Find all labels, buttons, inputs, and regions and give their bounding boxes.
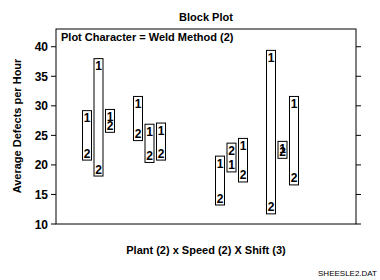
plot-frame	[56, 29, 356, 224]
plot-character: 1	[135, 97, 142, 111]
plot-character: 2	[95, 163, 102, 177]
y-tick	[51, 76, 56, 77]
y-tick-right	[356, 105, 361, 106]
y-tick-label: 15	[35, 188, 49, 202]
y-axis-label: Average Defects per Hour	[11, 58, 23, 193]
block	[157, 123, 166, 160]
y-tick-label: 35	[35, 70, 49, 84]
plot-character: 1	[268, 51, 275, 65]
y-tick	[51, 46, 56, 47]
background	[0, 0, 380, 280]
block	[239, 138, 248, 182]
y-tick-label: 30	[35, 99, 49, 113]
plot-character: 2	[240, 168, 247, 182]
plot-character: 1	[240, 139, 247, 153]
source-note: SHEESLE2.DAT	[318, 269, 377, 278]
plot-character: 2	[217, 192, 224, 206]
y-tick	[51, 105, 56, 106]
block	[278, 141, 287, 158]
plot-character: 2	[146, 149, 153, 163]
block	[134, 96, 143, 140]
y-tick	[51, 135, 56, 136]
plot-character: 2	[84, 147, 91, 161]
y-tick	[51, 194, 56, 195]
plot-character: 1	[228, 158, 235, 172]
plot-character: 2	[268, 200, 275, 214]
block	[267, 50, 276, 214]
annotation: Plot Character = Weld Method (2)	[61, 31, 234, 43]
y-tick-right	[356, 224, 361, 225]
y-tick-right	[356, 46, 361, 47]
y-tick	[51, 164, 56, 165]
y-tick-label: 40	[35, 40, 49, 54]
y-tick-label: 25	[35, 129, 49, 143]
y-tick	[51, 224, 56, 225]
plot-character: 2	[291, 171, 298, 185]
plot-character: 1	[84, 111, 91, 125]
marks: 121212121212121212121212	[83, 50, 299, 214]
plot-character: 1	[146, 125, 153, 139]
block	[290, 96, 299, 184]
y-tick-right	[356, 194, 361, 195]
plot-character: 2	[107, 119, 114, 133]
y-tick-right	[356, 135, 361, 136]
plot-character: 2	[135, 127, 142, 141]
y-tick-label: 10	[35, 218, 49, 232]
y-tick-right	[356, 164, 361, 165]
title: Block Plot	[179, 11, 233, 23]
block	[94, 59, 103, 176]
plot-character: 2	[279, 145, 286, 159]
y-tick-right	[356, 76, 361, 77]
y-tick-label: 20	[35, 158, 49, 172]
block	[227, 143, 236, 172]
plot-character: 1	[95, 59, 102, 73]
block	[216, 156, 225, 205]
block	[106, 109, 115, 132]
plot-character: 1	[158, 124, 165, 138]
chart: Block Plot 10 15 20 25 30 35 40 Average Defects …	[0, 0, 380, 280]
plot-character: 2	[228, 144, 235, 158]
block	[83, 111, 92, 160]
block	[145, 124, 154, 162]
plot-character: 1	[291, 97, 298, 111]
plot-character: 2	[158, 147, 165, 161]
plot-character: 1	[217, 157, 224, 171]
x-axis-label: Plant (2) x Speed (2) X Shift (3)	[126, 244, 286, 256]
